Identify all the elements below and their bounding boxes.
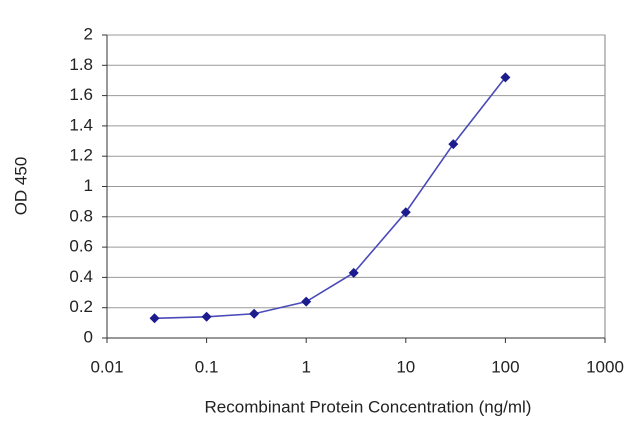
data-point	[149, 313, 160, 324]
y-tick-label: 2	[84, 24, 93, 43]
y-tick-label: 0	[84, 327, 93, 346]
y-tick-label: 0.4	[69, 267, 93, 286]
x-tick-label: 0.01	[90, 357, 123, 376]
y-tick-label: 0.6	[69, 237, 93, 256]
data-point	[201, 311, 212, 322]
y-tick-label: 1.2	[69, 146, 93, 165]
data-point	[448, 139, 459, 150]
x-tick-label: 1000	[586, 357, 624, 376]
x-axis-label: Recombinant Protein Concentration (ng/ml…	[205, 397, 532, 416]
y-tick-label: 1.6	[69, 85, 93, 104]
y-tick-label: 0.8	[69, 206, 93, 225]
y-tick-label: 0.2	[69, 297, 93, 316]
data-point	[301, 296, 312, 307]
x-tick-label: 1	[301, 357, 310, 376]
x-tick-label: 0.1	[195, 357, 219, 376]
data-point	[500, 72, 511, 83]
y-tick-label: 1	[84, 176, 93, 195]
data-point	[249, 308, 260, 319]
y-tick-label: 1.4	[69, 115, 93, 134]
y-axis-label: OD 450	[11, 157, 30, 216]
x-tick-label: 10	[396, 357, 415, 376]
y-tick-label: 1.8	[69, 55, 93, 74]
data-line	[154, 76, 507, 320]
x-tick-label: 100	[491, 357, 519, 376]
data-point	[400, 207, 411, 218]
data-point	[348, 267, 359, 278]
